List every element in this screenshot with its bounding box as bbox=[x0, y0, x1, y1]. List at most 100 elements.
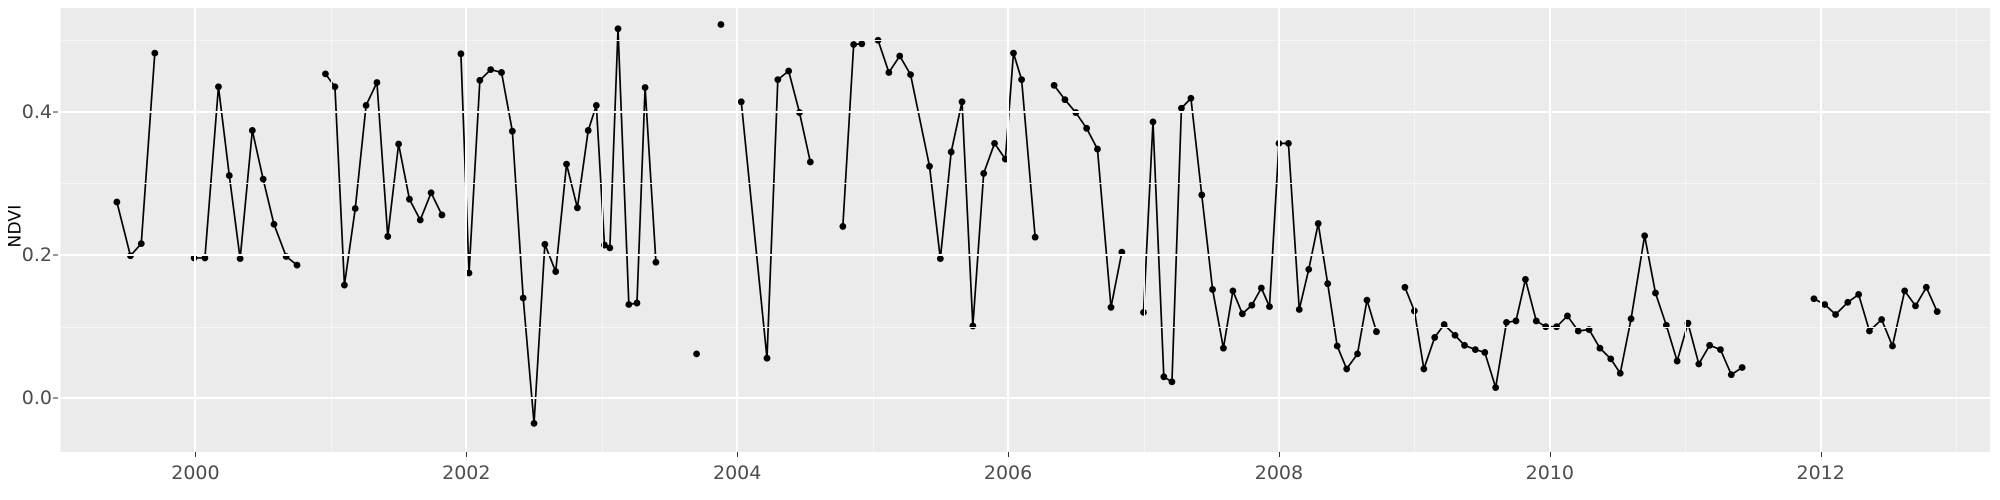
x-axis-tick-label: 2006 bbox=[983, 462, 1033, 484]
y-axis-tick-labels: 0.0 0.2 0.4 bbox=[0, 0, 52, 500]
data-point bbox=[896, 52, 904, 60]
data-point bbox=[1810, 295, 1818, 303]
gridline-major-x bbox=[736, 8, 739, 452]
data-point bbox=[1451, 331, 1459, 339]
data-point bbox=[1018, 76, 1026, 84]
x-axis-tick-mark bbox=[1549, 452, 1551, 457]
data-point bbox=[774, 76, 782, 84]
series-line bbox=[116, 52, 156, 257]
data-point bbox=[625, 301, 633, 308]
gridline-minor-y bbox=[60, 40, 1990, 42]
data-point bbox=[487, 66, 495, 73]
y-axis-tick-label: 0.4 bbox=[21, 100, 52, 123]
data-point bbox=[1607, 355, 1615, 363]
x-axis-tick-mark bbox=[1008, 452, 1010, 457]
data-point bbox=[225, 172, 233, 179]
data-point bbox=[1832, 311, 1839, 318]
gridline-minor-x bbox=[1143, 8, 1145, 452]
data-point bbox=[1471, 346, 1479, 353]
data-point bbox=[1094, 145, 1101, 153]
data-point bbox=[113, 198, 121, 206]
series-line bbox=[841, 42, 863, 228]
data-point bbox=[763, 354, 771, 362]
series-line bbox=[1404, 234, 1744, 389]
data-point bbox=[936, 255, 944, 263]
x-axis-tick-mark bbox=[195, 452, 197, 457]
data-point bbox=[1107, 303, 1115, 311]
gridline-major-x bbox=[1007, 8, 1010, 452]
data-point bbox=[1209, 286, 1216, 293]
data-point bbox=[1727, 371, 1735, 379]
plot-series-svg bbox=[113, 21, 1941, 427]
data-point bbox=[1532, 317, 1540, 325]
data-point bbox=[331, 83, 339, 91]
data-point bbox=[1257, 284, 1265, 292]
data-point bbox=[1512, 317, 1520, 325]
data-point bbox=[1933, 308, 1941, 316]
data-point bbox=[641, 84, 649, 91]
data-point bbox=[991, 139, 998, 147]
series-line bbox=[193, 85, 298, 266]
data-point bbox=[465, 269, 473, 277]
data-point bbox=[1420, 365, 1428, 373]
data-point bbox=[519, 294, 527, 302]
data-point bbox=[1083, 124, 1091, 132]
data-point bbox=[907, 71, 914, 78]
data-point bbox=[476, 76, 484, 84]
x-axis-tick-label: 2004 bbox=[713, 462, 762, 484]
data-point bbox=[980, 170, 988, 177]
gridline-minor-y bbox=[60, 183, 1990, 185]
data-point bbox=[1354, 350, 1361, 358]
data-point bbox=[1844, 298, 1852, 306]
data-point bbox=[1616, 369, 1624, 377]
data-point bbox=[1160, 373, 1168, 381]
data-point bbox=[1266, 303, 1273, 311]
data-point bbox=[1373, 328, 1380, 336]
data-point bbox=[1855, 291, 1863, 298]
data-point bbox=[1010, 49, 1017, 57]
data-point bbox=[1878, 316, 1886, 323]
data-point bbox=[958, 98, 966, 106]
y-axis-tick-mark bbox=[53, 111, 58, 113]
data-point bbox=[530, 419, 538, 427]
data-point bbox=[1440, 321, 1448, 328]
data-point bbox=[1050, 81, 1058, 89]
gridline-minor-x bbox=[1956, 8, 1958, 452]
data-point bbox=[633, 299, 641, 307]
x-axis-tick-label: 2000 bbox=[171, 462, 220, 484]
data-point bbox=[1627, 315, 1635, 323]
x-axis-tick-mark bbox=[1278, 452, 1280, 457]
data-point bbox=[137, 240, 145, 248]
data-point bbox=[1248, 301, 1256, 309]
x-axis-tick-label: 2002 bbox=[442, 462, 491, 484]
data-point bbox=[1684, 319, 1692, 327]
data-point bbox=[806, 158, 814, 166]
series-line bbox=[1053, 84, 1123, 309]
x-axis-tick-mark bbox=[1820, 452, 1822, 457]
data-point bbox=[1695, 360, 1703, 368]
data-point bbox=[362, 101, 370, 109]
data-point bbox=[1912, 302, 1919, 310]
data-point bbox=[351, 205, 359, 212]
gridline-major-x bbox=[194, 8, 197, 452]
data-point bbox=[1503, 318, 1510, 326]
data-point bbox=[839, 223, 847, 230]
data-point bbox=[384, 233, 392, 240]
data-point bbox=[457, 50, 465, 58]
x-axis-tick-label: 2012 bbox=[1796, 462, 1845, 484]
data-point bbox=[270, 220, 278, 228]
data-point bbox=[322, 70, 329, 78]
data-point bbox=[584, 127, 592, 134]
y-axis-tick-label: 0.0 bbox=[21, 387, 52, 410]
data-point bbox=[293, 261, 301, 269]
data-point bbox=[1706, 341, 1714, 349]
data-point bbox=[926, 162, 933, 170]
x-axis-tick-label: 2010 bbox=[1525, 462, 1574, 484]
data-point bbox=[341, 281, 348, 289]
data-point bbox=[1061, 96, 1069, 104]
gridline-minor-y bbox=[60, 326, 1990, 328]
data-point bbox=[1574, 327, 1582, 335]
gridline-major-y bbox=[60, 110, 1990, 113]
data-point bbox=[1461, 341, 1468, 349]
